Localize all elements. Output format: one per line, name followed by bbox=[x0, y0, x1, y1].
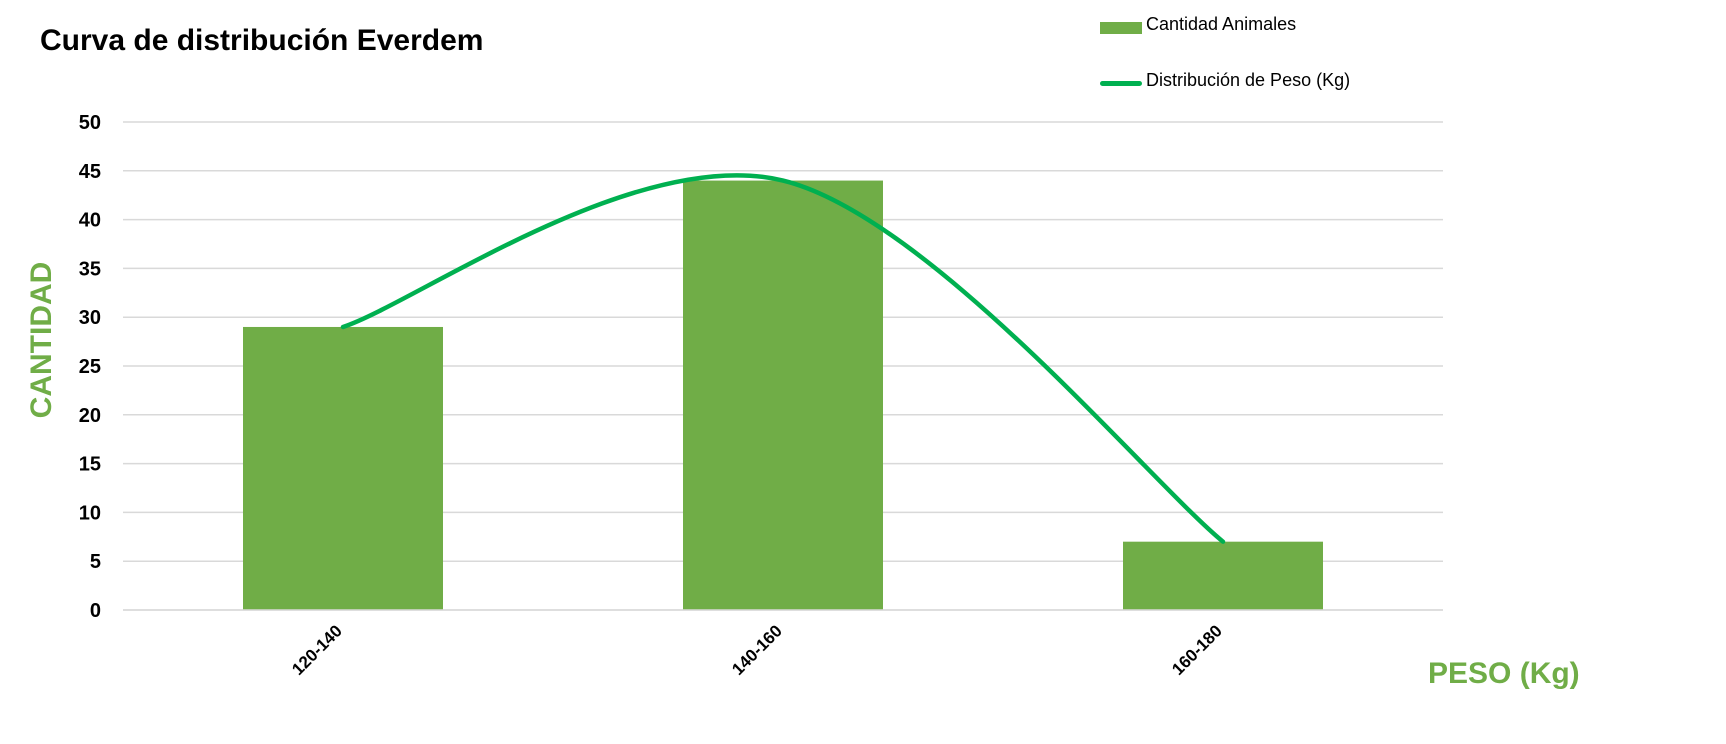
bar bbox=[243, 326, 443, 610]
bar bbox=[683, 180, 883, 610]
legend-label-line: Distribución de Peso (Kg) bbox=[1146, 70, 1351, 90]
y-tick-label: 0 bbox=[90, 600, 101, 622]
y-tick-label: 50 bbox=[79, 112, 101, 134]
bar bbox=[1123, 541, 1323, 610]
x-tick-label: 120-140 bbox=[288, 621, 346, 679]
series-line bbox=[340, 173, 1226, 544]
y-tick-label: 45 bbox=[79, 161, 101, 183]
y-tick-label: 25 bbox=[79, 356, 101, 378]
y-tick-label: 35 bbox=[79, 258, 101, 280]
x-tick-label: 140-160 bbox=[728, 621, 786, 679]
legend-swatch-bars bbox=[1100, 22, 1142, 34]
y-tick-label: 10 bbox=[79, 502, 101, 524]
legend-label-bars: Cantidad Animales bbox=[1146, 14, 1297, 34]
legend-swatch-line bbox=[1100, 81, 1142, 86]
chart-title: Curva de distribución Everdem bbox=[40, 24, 484, 57]
x-axis-title: PESO (Kg) bbox=[1428, 657, 1580, 690]
y-tick-label: 15 bbox=[79, 454, 101, 476]
y-tick-label: 30 bbox=[79, 307, 101, 329]
y-tick-label: 5 bbox=[90, 551, 101, 573]
y-tick-label: 20 bbox=[79, 405, 101, 427]
x-tick-label: 160-180 bbox=[1168, 621, 1226, 679]
y-tick-label: 40 bbox=[79, 210, 101, 232]
